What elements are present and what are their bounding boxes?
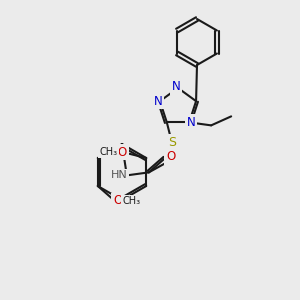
Text: HN: HN [110,170,127,180]
Text: O: O [118,146,127,158]
Text: O: O [166,150,176,163]
Text: CH₃: CH₃ [99,147,117,157]
Text: S: S [168,136,176,149]
Text: N: N [172,80,180,94]
Text: O: O [113,194,122,208]
Text: N: N [154,94,162,108]
Text: N: N [187,116,196,129]
Text: CH₃: CH₃ [123,196,141,206]
